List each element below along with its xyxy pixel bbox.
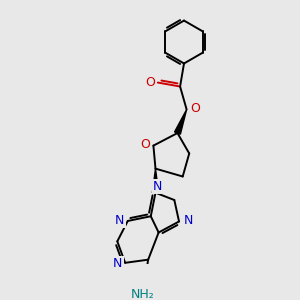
Text: O: O bbox=[146, 76, 155, 89]
Text: NH₂: NH₂ bbox=[131, 288, 155, 300]
Text: N: N bbox=[184, 214, 193, 227]
Text: N: N bbox=[113, 257, 122, 270]
Text: O: O bbox=[190, 102, 200, 115]
Text: O: O bbox=[141, 138, 151, 151]
Text: N: N bbox=[115, 214, 124, 227]
Text: N: N bbox=[153, 180, 162, 193]
Polygon shape bbox=[152, 169, 159, 193]
Polygon shape bbox=[175, 110, 187, 134]
